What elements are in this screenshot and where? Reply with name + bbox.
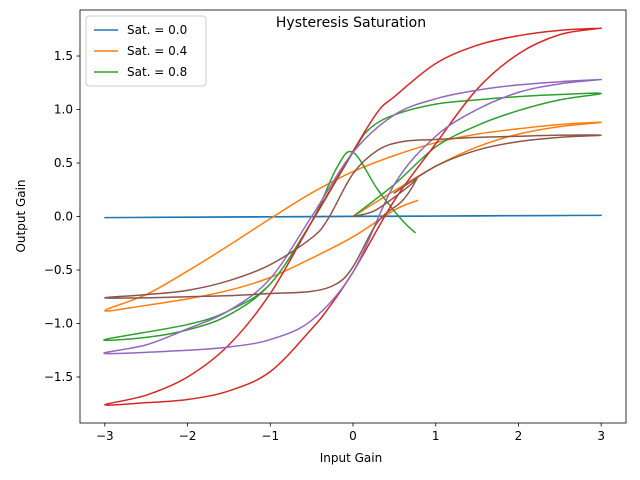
- x-tick-label: 2: [515, 429, 523, 443]
- x-axis-label: Input Gain: [320, 451, 382, 465]
- y-tick-label: 0.0: [54, 210, 73, 224]
- series-line-4: [103, 78, 602, 355]
- y-axis-label: Output Gain: [14, 179, 28, 252]
- x-tick-label: −2: [179, 429, 197, 443]
- x-tick-label: −3: [96, 429, 114, 443]
- y-tick-label: −1.0: [44, 316, 73, 330]
- legend-label: Sat. = 0.0: [127, 23, 187, 37]
- series-line-5: [104, 134, 602, 299]
- series-line-1: [104, 121, 602, 312]
- x-tick-label: 3: [597, 429, 605, 443]
- x-tick-label: 0: [349, 429, 357, 443]
- x-tick-label: 1: [432, 429, 440, 443]
- series-line-0: [104, 214, 602, 219]
- legend: Sat. = 0.0 Sat. = 0.4 Sat. = 0.8: [85, 15, 207, 87]
- y-axis: −1.5 −1.0 −0.5 0.0 0.5 1.0 1.5: [44, 49, 80, 384]
- chart-title: Hysteresis Saturation: [276, 15, 426, 31]
- x-tick-label: −1: [261, 429, 279, 443]
- y-tick-label: 1.5: [54, 49, 73, 63]
- y-tick-label: 1.0: [54, 103, 73, 117]
- y-tick-label: 0.5: [54, 156, 73, 170]
- y-tick-label: −1.5: [44, 370, 73, 384]
- series-layer: [103, 27, 602, 406]
- legend-label: Sat. = 0.8: [127, 65, 187, 79]
- y-tick-label: −0.5: [44, 263, 73, 277]
- legend-box: [85, 15, 207, 87]
- legend-label: Sat. = 0.4: [127, 44, 187, 58]
- series-line-3: [104, 27, 602, 406]
- x-axis: −3 −2 −1 0 1 2 3: [96, 423, 605, 443]
